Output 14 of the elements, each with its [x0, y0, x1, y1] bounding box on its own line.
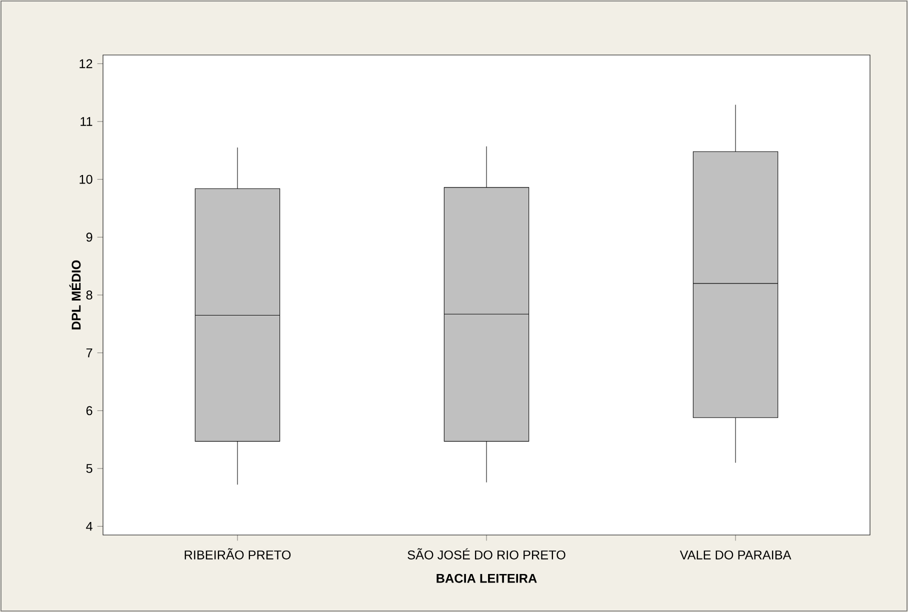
- y-tick-label: 4: [86, 522, 92, 531]
- y-tick-label: 11: [80, 117, 92, 126]
- y-tick-label: 6: [86, 406, 92, 416]
- y-tick-label: 9: [86, 232, 92, 242]
- y-tick-label: 12: [80, 59, 92, 68]
- x-axis-title: BACIA LEITEIRA: [436, 574, 537, 583]
- y-tick-label: 5: [86, 464, 92, 473]
- y-tick-label: 8: [86, 290, 92, 300]
- x-tick-label: VALE DO PARAIBA: [680, 550, 792, 560]
- y-axis-title: DPL MÉDIO: [69, 260, 81, 330]
- x-tick-label: SÃO JOSÉ DO RIO PRETO: [408, 548, 566, 560]
- y-tick-label: 10: [80, 174, 92, 184]
- y-tick-label: 7: [86, 348, 92, 358]
- x-tick-label: RIBEIRÃO PRETO: [184, 548, 291, 560]
